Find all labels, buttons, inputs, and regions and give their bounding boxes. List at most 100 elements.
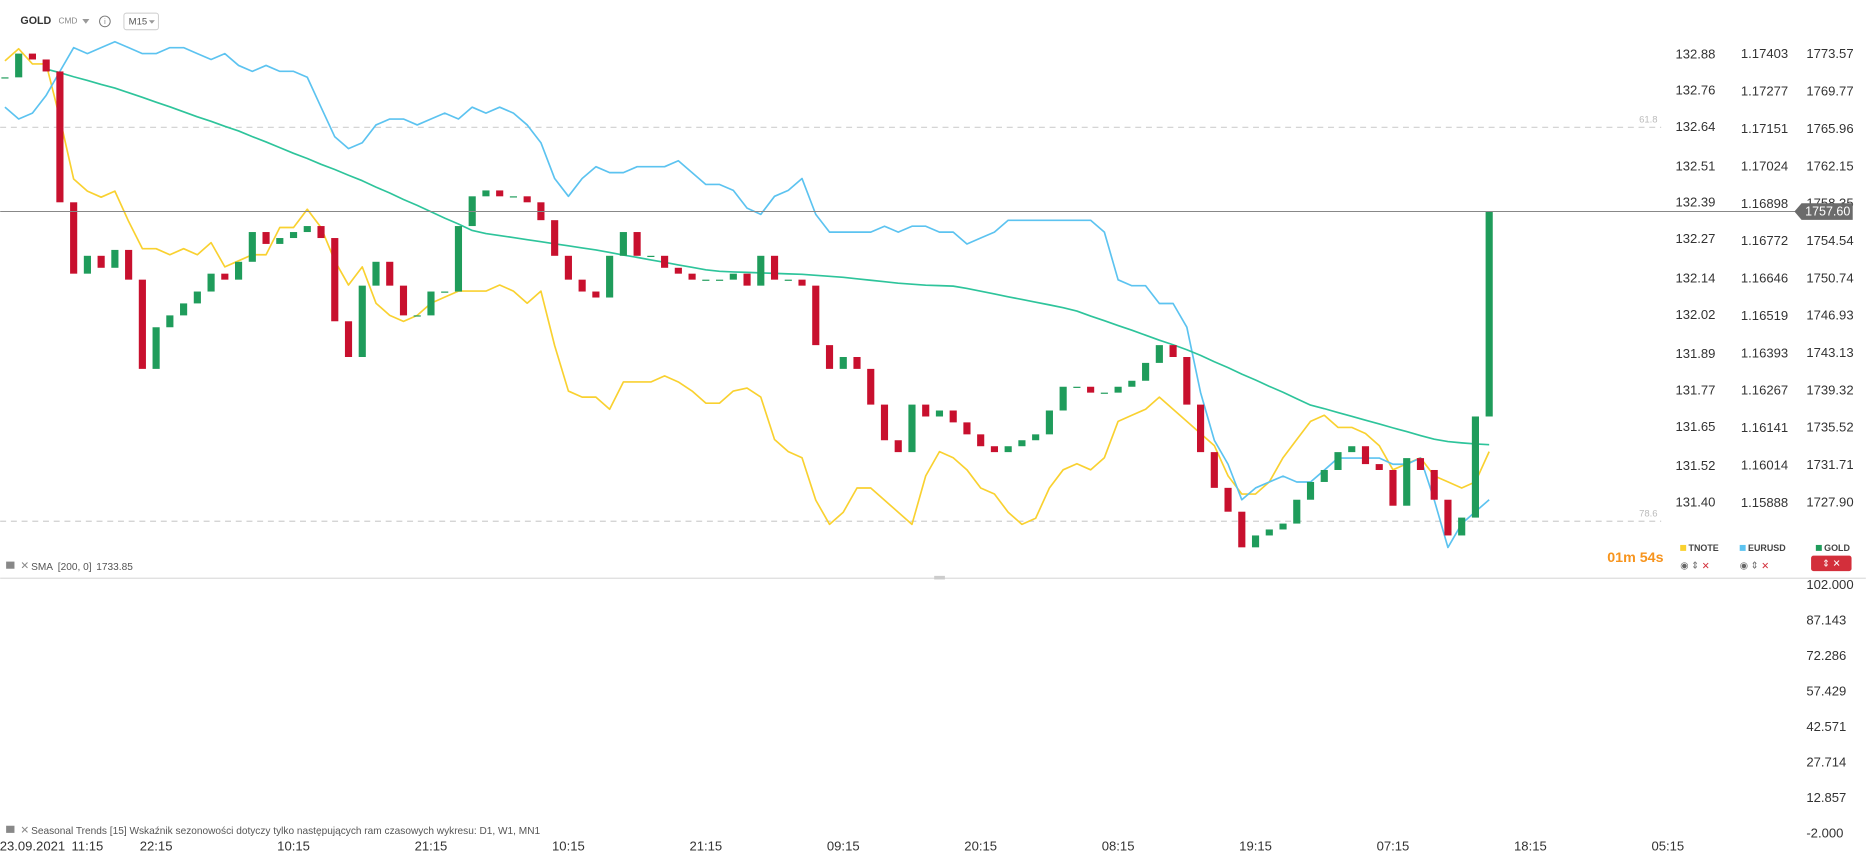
y-tick-label: 1727.90 xyxy=(1806,495,1853,510)
y-tick-label: 1773.57 xyxy=(1806,46,1853,61)
symbol: GOLD xyxy=(20,15,51,27)
y-tick-label: 1762.15 xyxy=(1806,158,1853,173)
market-dropdown[interactable] xyxy=(82,19,90,24)
candle xyxy=(867,368,875,405)
legend-controls[interactable] xyxy=(1811,555,1852,572)
level-label: 61.8 xyxy=(1639,115,1658,126)
legend-swatch xyxy=(1739,544,1746,551)
candle xyxy=(1,77,9,79)
y-tick-label: 132.64 xyxy=(1675,119,1715,134)
legend-controls[interactable]: ◉ ⇕ ✕ xyxy=(1680,560,1710,571)
candle xyxy=(441,291,449,293)
candle xyxy=(193,291,201,304)
y-tick-label: 132.27 xyxy=(1675,231,1715,246)
x-tick-label: 11:15 xyxy=(72,839,104,854)
indicator-close[interactable]: ✕ xyxy=(20,560,29,572)
candle xyxy=(1320,469,1328,482)
candle xyxy=(963,422,971,435)
candle xyxy=(894,440,902,453)
candle xyxy=(207,273,215,292)
info-icon[interactable] xyxy=(99,15,111,28)
candle xyxy=(578,279,586,292)
candle xyxy=(427,291,435,316)
candle xyxy=(1265,529,1273,536)
candle xyxy=(1114,386,1122,393)
y-tick-label: 1.16393 xyxy=(1741,345,1788,360)
candle xyxy=(482,190,490,197)
indicator-icon[interactable] xyxy=(6,561,15,569)
interval-box[interactable] xyxy=(123,12,159,31)
candle xyxy=(399,285,408,316)
candle xyxy=(1018,440,1026,447)
candle xyxy=(221,273,229,280)
y-tick-label: 1.17151 xyxy=(1741,121,1788,136)
x-tick-label: 21:15 xyxy=(689,839,722,854)
x-tick-label: 23.09.2021 xyxy=(0,839,65,854)
candle xyxy=(1059,386,1067,411)
panel-handle[interactable] xyxy=(934,575,945,580)
indicator-close[interactable]: ✕ xyxy=(20,824,29,836)
candle xyxy=(344,321,353,358)
candle xyxy=(798,279,806,286)
y-tick-label: 72.286 xyxy=(1806,648,1846,663)
candle xyxy=(1471,416,1480,518)
candle xyxy=(125,249,133,280)
candle xyxy=(619,232,627,256)
indicator-icon[interactable] xyxy=(6,825,15,833)
candle xyxy=(977,434,985,447)
candle xyxy=(15,53,23,78)
y-tick-label: 131.52 xyxy=(1675,458,1715,473)
candle xyxy=(922,404,930,417)
candle xyxy=(248,232,256,262)
y-tick-label: 1.16646 xyxy=(1741,270,1788,285)
candle xyxy=(56,71,64,203)
candle xyxy=(358,285,366,358)
interval-dropdown xyxy=(148,20,155,24)
candle xyxy=(702,279,710,281)
legend-label: EURUSD xyxy=(1748,543,1786,553)
candle xyxy=(1444,499,1452,536)
candle xyxy=(523,196,531,203)
candle xyxy=(564,255,572,280)
y-tick-label: 132.39 xyxy=(1675,195,1715,210)
candle xyxy=(1197,404,1205,453)
candle xyxy=(1100,392,1108,394)
candle xyxy=(1293,499,1301,524)
candle xyxy=(180,303,188,316)
candle xyxy=(729,273,737,280)
candle xyxy=(1485,211,1493,417)
candle xyxy=(880,404,889,441)
candle xyxy=(1045,410,1053,435)
candle xyxy=(674,267,682,274)
candle xyxy=(28,53,36,60)
y-tick-label: 1769.77 xyxy=(1806,84,1853,99)
price-tag-label: 1757.60 xyxy=(1805,204,1850,218)
candle xyxy=(152,327,160,369)
y-tick-label: -2.000 xyxy=(1806,825,1843,840)
candle xyxy=(949,410,957,423)
candle xyxy=(1251,535,1260,548)
x-tick-label: 09:15 xyxy=(827,839,860,854)
candle xyxy=(496,190,504,197)
candle xyxy=(661,255,669,268)
countdown: 01m 54s xyxy=(1607,550,1663,566)
interval: M15 xyxy=(129,17,147,28)
y-tick-label: 1.16141 xyxy=(1741,420,1788,435)
y-tick-label: 27.714 xyxy=(1806,754,1846,769)
legend-controls[interactable]: ◉ ⇕ ✕ xyxy=(1740,560,1770,571)
candle xyxy=(1430,469,1438,500)
y-tick-label: 1.17403 xyxy=(1741,46,1788,61)
y-tick-label: 1743.13 xyxy=(1806,345,1853,360)
y-tick-label: 1746.93 xyxy=(1806,308,1853,323)
candle xyxy=(262,232,270,244)
candle xyxy=(1375,464,1383,470)
indicator-label-part: SMA xyxy=(31,562,53,573)
candle xyxy=(784,279,792,281)
candle xyxy=(743,273,751,286)
candle xyxy=(1142,362,1150,381)
indicator-label-part: [200, 0] xyxy=(58,562,92,573)
candle xyxy=(1032,434,1040,441)
